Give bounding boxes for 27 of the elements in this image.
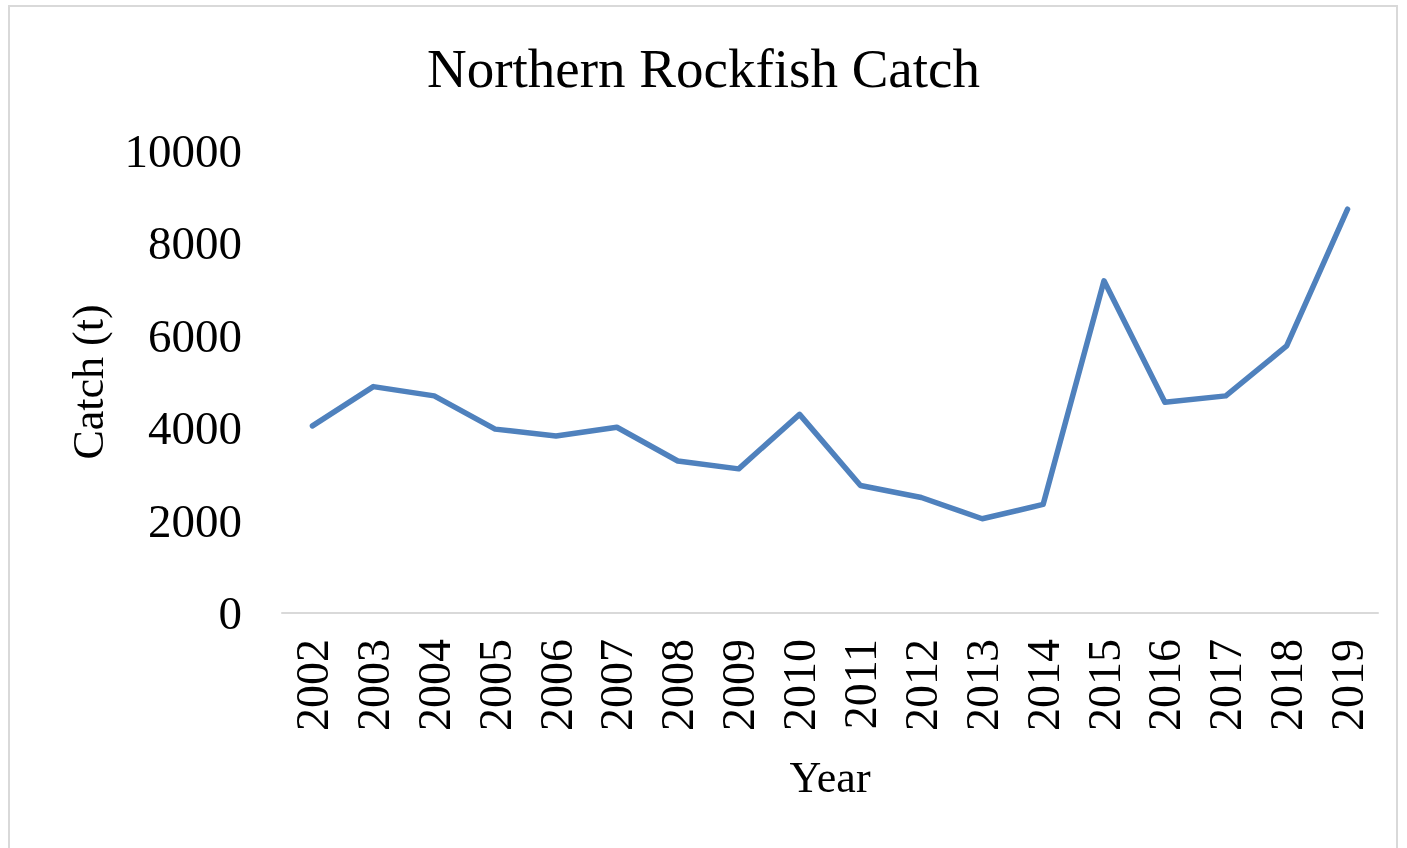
x-tick-label: 2008 <box>652 639 704 731</box>
y-tick-label: 0 <box>218 587 242 639</box>
x-tick-label: 2003 <box>347 639 399 731</box>
x-tick-label: 2015 <box>1078 639 1130 731</box>
y-tick-label: 10000 <box>124 125 242 177</box>
x-tick-label: 2014 <box>1017 639 1069 731</box>
x-tick-label: 2009 <box>713 639 765 731</box>
y-axis-title: Catch (t) <box>63 304 113 460</box>
y-tick-label: 2000 <box>148 494 242 547</box>
x-tick-label: 2011 <box>834 639 886 730</box>
x-axis-title: Year <box>789 752 871 802</box>
x-tick-label: 2007 <box>591 639 643 731</box>
x-tick-label: 2004 <box>408 639 460 731</box>
x-tick-label: 2019 <box>1322 639 1374 731</box>
x-tick-label: 2013 <box>956 639 1008 731</box>
x-tick-label: 2005 <box>469 639 521 731</box>
x-tick-label: 2018 <box>1261 639 1313 731</box>
y-tick-label: 6000 <box>148 309 242 362</box>
x-tick-label: 2010 <box>774 639 826 731</box>
x-tick-label: 2017 <box>1200 639 1252 731</box>
x-tick-label: 2016 <box>1139 639 1191 731</box>
x-tick-label: 2006 <box>530 639 582 731</box>
chart-title: Northern Rockfish Catch <box>427 38 980 99</box>
x-tick-label: 2002 <box>286 639 338 731</box>
y-tick-label: 8000 <box>148 217 242 270</box>
x-tick-label: 2012 <box>895 639 947 731</box>
y-tick-label: 4000 <box>148 402 242 455</box>
